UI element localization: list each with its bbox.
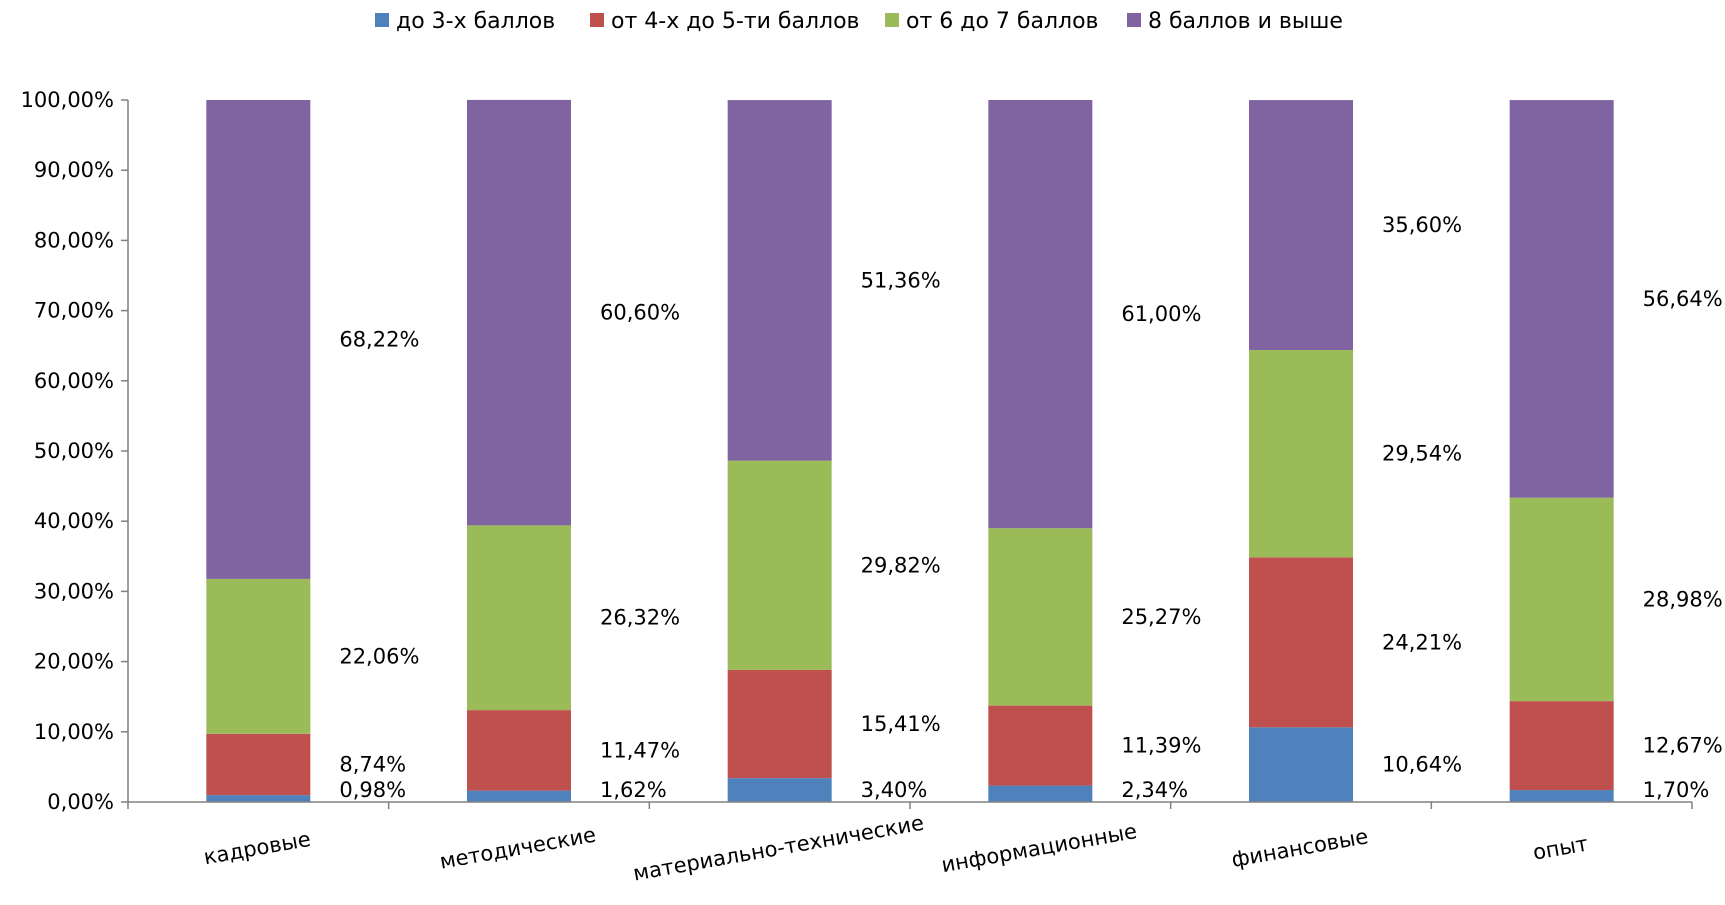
bar-segment-4 — [727, 100, 832, 461]
data-label: 56,64% — [1643, 287, 1723, 311]
y-tick-label: 40,00% — [34, 509, 114, 533]
y-tick-label: 100,00% — [21, 88, 114, 112]
bar-segment-3 — [467, 525, 571, 711]
data-label: 1,62% — [600, 778, 667, 802]
bar-segment-3 — [1509, 497, 1614, 702]
y-tick-label: 0,00% — [47, 790, 114, 814]
bar-segment-3 — [1249, 349, 1353, 558]
bar-segment-4 — [1249, 100, 1353, 350]
legend: до 3-х баллов от 4-х до 5-ти баллов от 6 д… — [375, 9, 1343, 34]
y-tick-label: 50,00% — [34, 439, 114, 463]
x-category-label: кадровые — [202, 827, 313, 869]
legend-label-2: от 4-х до 5-ти баллов — [611, 9, 860, 34]
legend-swatch-4 — [1127, 13, 1141, 27]
bar-segment-1 — [988, 785, 1093, 802]
data-label: 29,82% — [861, 553, 941, 577]
data-label: 0,98% — [339, 778, 406, 802]
data-label: 35,60% — [1382, 213, 1462, 237]
bars — [206, 99, 1614, 802]
bar-segment-2 — [1249, 557, 1353, 728]
bar-segment-2 — [206, 733, 311, 796]
data-label: 12,67% — [1643, 734, 1723, 758]
bar-segment-4 — [206, 100, 311, 579]
legend-swatch-3 — [885, 13, 899, 27]
bar-segment-4 — [1509, 100, 1614, 498]
y-axis: 0,00% 10,00% 20,00% 30,00% 40,00% 50,00% 60,00… — [21, 88, 129, 814]
data-label: 60,60% — [600, 301, 680, 325]
legend-label-3: от 6 до 7 баллов — [906, 9, 1099, 34]
x-category-label: методические — [438, 823, 598, 874]
data-label: 15,41% — [861, 712, 941, 736]
data-label: 22,06% — [339, 644, 419, 668]
y-tick-label: 70,00% — [34, 299, 114, 323]
legend-label-1: до 3-х баллов — [396, 9, 555, 34]
legend-swatch-2 — [590, 13, 604, 27]
bar-segment-1 — [467, 790, 571, 802]
x-category-label: материально-технические — [631, 811, 925, 886]
bar-segment-4 — [988, 100, 1093, 529]
y-tick-label: 90,00% — [34, 158, 114, 182]
data-label: 8,74% — [339, 752, 406, 776]
y-tick-label: 80,00% — [34, 228, 114, 252]
bar-segment-2 — [988, 705, 1093, 786]
data-label: 24,21% — [1382, 630, 1462, 654]
x-category-label: информационные — [940, 819, 1139, 877]
bar-segment-2 — [727, 669, 832, 779]
legend-label-4: 8 баллов и выше — [1148, 9, 1343, 34]
data-label: 51,36% — [861, 268, 941, 292]
data-label: 11,39% — [1121, 734, 1201, 758]
data-label: 29,54% — [1382, 442, 1462, 466]
x-axis: кадровые методические материально-техничес… — [127, 801, 1693, 886]
legend-swatch-1 — [375, 13, 389, 27]
bar-segment-3 — [727, 460, 832, 670]
data-label: 61,00% — [1121, 302, 1201, 326]
x-category-label: опыт — [1531, 831, 1590, 864]
bar-segment-2 — [467, 710, 571, 791]
bar-segment-4 — [467, 99, 571, 526]
data-labels: 0,98%8,74% 22,06% 68,22% 1,62% 11,47% 26,32% 6… — [339, 213, 1722, 802]
data-label: 10,64% — [1382, 753, 1462, 777]
bar-segment-2 — [1509, 701, 1614, 791]
bar-segment-1 — [1509, 790, 1614, 802]
y-tick-label: 10,00% — [34, 720, 114, 744]
bar-segment-1 — [727, 778, 832, 802]
bar-segment-1 — [206, 795, 311, 802]
bar-segment-3 — [206, 578, 311, 734]
y-tick-label: 30,00% — [34, 579, 114, 603]
data-label: 3,40% — [861, 778, 928, 802]
bar-segment-1 — [1249, 727, 1353, 802]
data-label: 28,98% — [1643, 587, 1723, 611]
data-label: 2,34% — [1121, 778, 1188, 802]
data-label: 11,47% — [600, 738, 680, 762]
data-label: 1,70% — [1643, 778, 1710, 802]
data-label: 25,27% — [1121, 605, 1201, 629]
x-category-label: финансовые — [1230, 824, 1370, 872]
data-label: 68,22% — [339, 327, 419, 351]
data-label: 26,32% — [600, 606, 680, 630]
y-tick-label: 20,00% — [34, 650, 114, 674]
y-tick-label: 60,00% — [34, 369, 114, 393]
bar-segment-3 — [988, 528, 1093, 706]
